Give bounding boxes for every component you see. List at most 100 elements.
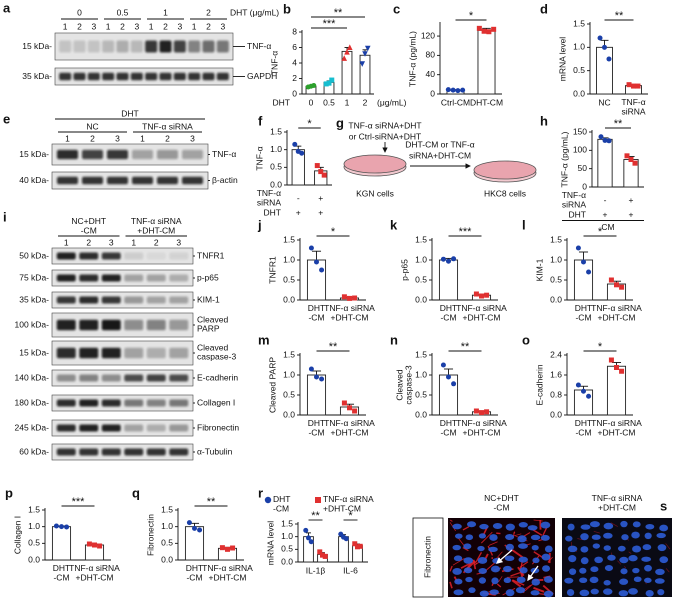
data-point [608,357,614,363]
blot-band [87,40,100,53]
diagram-text: DHT-CM or TNF-α [405,139,475,149]
data-point [299,150,305,156]
nucleus [478,533,486,539]
lane-label: 3 [220,21,225,31]
group-label: 1 [163,7,168,17]
blot-band [182,176,203,185]
data-point [446,258,451,264]
nucleus [568,568,577,576]
data-point [451,256,457,262]
blot-band [169,448,189,456]
lane-label: 2 [154,237,159,247]
data-point [479,293,484,299]
data-point [614,282,619,288]
nucleus [503,565,512,573]
data-point [635,83,641,89]
nucleus [504,555,515,562]
nucleus [489,534,498,541]
lane-label: 3 [115,133,120,143]
y-tick-label: 0.5 [415,274,427,284]
x-tick-label: DHT-CM [308,303,325,322]
panel-letter: k [390,217,398,232]
blot-band [169,319,189,331]
y-axis-label: TNF-α [254,146,264,170]
row-value: - [297,193,300,203]
size-marker: 245 kDa- [15,422,50,432]
nucleus [544,545,553,553]
nucleus [477,545,485,552]
bar [597,138,613,188]
data-point [64,524,70,530]
nucleus [657,588,665,596]
blot-band [101,399,121,407]
nucleus [580,546,589,553]
data-point [341,294,347,300]
data-point [602,137,608,143]
data-point [479,410,484,416]
nucleus [518,556,528,563]
size-marker: 35 kDa- [22,71,52,81]
y-tick-label: 0.5 [415,389,427,399]
data-point [481,28,487,34]
fibronectin-fiber [524,583,533,592]
data-point [440,256,446,262]
bar [51,526,72,561]
nucleus [505,523,515,531]
nucleus [463,557,474,564]
significance-label: *** [459,226,473,238]
nucleus [631,531,640,539]
fibronectin-fiber [542,527,548,536]
y-axis-label: TNF-α [269,51,279,75]
blot-band [101,319,121,331]
y-tick-label: 4 [292,57,297,67]
nucleus [519,567,528,574]
bar [573,259,594,301]
lane-label: 1 [192,21,197,31]
fibronectin-fiber [449,519,453,522]
group-label: NC [86,121,98,131]
y-tick-label: 0.0 [161,554,173,564]
lane-label: 1 [131,237,136,247]
nucleus [530,534,541,541]
nucleus [540,521,551,529]
protein-name: TNFR1 [197,250,225,260]
size-marker: 180 kDa- [15,397,50,407]
nucleus [632,545,642,553]
nucleus [657,544,667,552]
y-tick-label: 0.0 [415,409,427,419]
blot-band [145,72,158,81]
fibronectin-fiber [665,543,671,550]
blot-band [188,40,201,53]
y-axis-label: Collagen I [12,516,22,554]
y-tick-label: 0.5 [270,162,282,172]
nucleus [656,532,666,539]
blot-band [107,149,128,160]
nucleus [465,534,474,541]
x-axis-label: DHT [273,97,290,107]
nucleus [645,589,654,597]
protein-name: Collagen I [197,397,235,407]
blot-band [56,296,76,304]
blot-header: DHT (μg/mL) [230,7,279,17]
nucleus [452,523,462,530]
fibronectin-fiber [496,583,502,588]
y-tick-label: 1.0 [283,254,295,264]
nucleus [468,587,476,594]
nucleus [479,523,489,530]
blot-band [157,176,178,185]
x-tick-label: TNF-α siRNA +DHT-CM [202,563,253,582]
nucleus [465,576,473,583]
blot-band [79,347,99,359]
x-tick-label: TNF-α siRNA +DHT-CM [324,418,375,437]
data-point [329,77,335,83]
size-marker: 140 kDa- [15,372,50,382]
blot-band [146,374,166,382]
nucleus [505,589,515,597]
y-tick-label: 0.5 [283,274,295,284]
data-point [484,409,490,415]
blot-band [169,347,189,359]
x-tick-label: IL-6 [343,565,358,575]
blot-band [56,319,76,331]
data-point [473,291,479,297]
blot-band [132,149,153,160]
